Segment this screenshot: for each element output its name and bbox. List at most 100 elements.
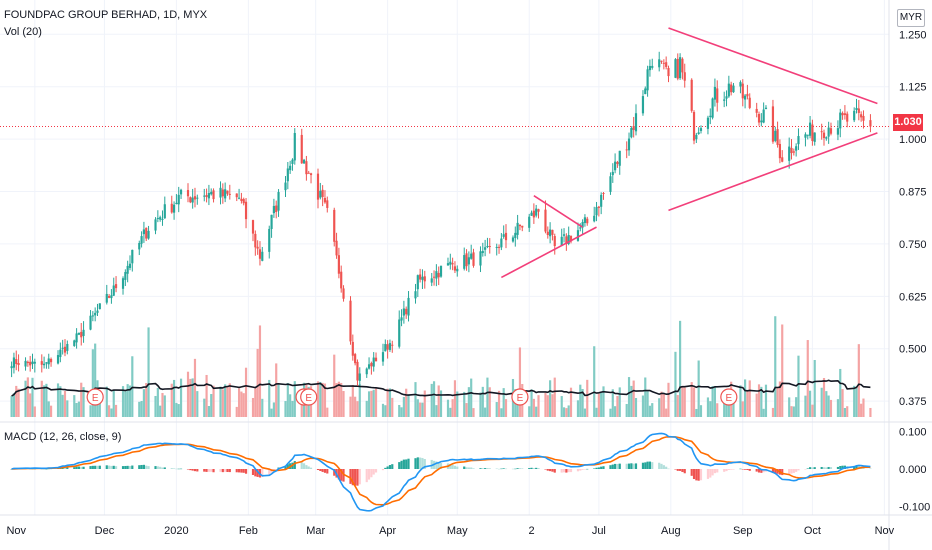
volume-bar bbox=[869, 407, 872, 417]
earnings-marker[interactable]: E bbox=[511, 388, 529, 406]
volume-bar bbox=[77, 401, 81, 417]
macd-histogram-bar bbox=[221, 469, 224, 473]
candle-body bbox=[333, 209, 336, 242]
macd-histogram-bar bbox=[602, 466, 605, 469]
macd-histogram-bar bbox=[611, 464, 614, 469]
candle-body bbox=[535, 208, 538, 216]
macd-histogram-bar bbox=[284, 465, 287, 469]
candle-body bbox=[481, 251, 484, 254]
price-pane[interactable]: EEEEE bbox=[0, 27, 889, 417]
macd-histogram-bar bbox=[699, 469, 703, 481]
candle-body bbox=[56, 355, 60, 364]
volume-bar bbox=[484, 407, 487, 417]
volume-bar bbox=[825, 391, 828, 417]
macd-histogram-bar bbox=[725, 469, 728, 472]
candle-body bbox=[437, 272, 440, 278]
macd-histogram-bar bbox=[226, 469, 229, 473]
candle-body bbox=[407, 297, 410, 316]
candle-body bbox=[300, 134, 303, 164]
macd-histogram-bar bbox=[593, 468, 596, 469]
volume-bar bbox=[226, 386, 229, 417]
macd-histogram-bar bbox=[358, 469, 361, 485]
macd-histogram-bar bbox=[618, 463, 621, 469]
candle-body bbox=[609, 176, 612, 192]
macd-histogram-bar bbox=[356, 469, 359, 486]
volume-bar bbox=[602, 386, 605, 417]
macd-signal-line bbox=[11, 436, 871, 506]
candle-body bbox=[242, 199, 245, 204]
earnings-marker[interactable]: E bbox=[720, 388, 738, 406]
macd-histogram-bar bbox=[839, 466, 842, 469]
volume-bar bbox=[857, 344, 860, 417]
volume-bar bbox=[674, 351, 677, 417]
candle-body bbox=[576, 230, 580, 241]
candle-body bbox=[651, 65, 654, 68]
volume-bar bbox=[611, 389, 614, 417]
candle-body bbox=[430, 278, 433, 283]
candle-body bbox=[862, 115, 865, 121]
candle-body bbox=[472, 252, 475, 266]
volume-bar bbox=[481, 386, 484, 417]
macd-histogram-bar bbox=[658, 462, 661, 469]
candle-body bbox=[10, 366, 13, 369]
earnings-marker-label: E bbox=[92, 393, 99, 404]
macd-histogram-bar bbox=[268, 469, 271, 476]
candle-body bbox=[66, 343, 69, 351]
macd-histogram-bar bbox=[609, 465, 612, 469]
volume-bar bbox=[463, 391, 466, 417]
volume-bar bbox=[161, 392, 164, 417]
volume-bar bbox=[430, 383, 433, 417]
volume-bar bbox=[495, 402, 498, 417]
candle-body bbox=[463, 255, 466, 269]
volume-bar bbox=[516, 401, 519, 417]
candle-body bbox=[776, 129, 779, 145]
macd-histogram-bar bbox=[537, 468, 540, 469]
volume-bar bbox=[351, 384, 354, 417]
volume-bar bbox=[764, 384, 768, 417]
macd-histogram-bar bbox=[77, 466, 81, 469]
macd-pane[interactable] bbox=[10, 432, 872, 512]
candle-body bbox=[207, 193, 210, 199]
volume-bar bbox=[732, 397, 735, 417]
earnings-markers[interactable]: EEEEE bbox=[86, 388, 738, 406]
candle-body bbox=[597, 206, 600, 208]
macd-histogram-bar bbox=[739, 468, 742, 470]
macd-histogram-bar bbox=[679, 469, 682, 471]
macd-histogram-bar bbox=[486, 468, 489, 469]
volume-bar bbox=[66, 400, 69, 417]
volume-bar bbox=[98, 402, 101, 417]
volume-bar bbox=[660, 391, 663, 417]
volume-bar bbox=[59, 386, 62, 417]
macd-histogram-bar bbox=[743, 469, 747, 470]
volume-bar bbox=[186, 371, 190, 417]
volume-bar bbox=[634, 397, 638, 417]
macd-histogram-bar bbox=[179, 468, 183, 470]
candle-body bbox=[456, 268, 459, 272]
volume-bar bbox=[497, 390, 501, 417]
volume-bar bbox=[354, 396, 357, 417]
candle-body bbox=[602, 192, 605, 194]
candle-body bbox=[709, 115, 712, 118]
volume-bar bbox=[748, 380, 751, 417]
macd-histogram-bar bbox=[10, 469, 13, 470]
candle-body bbox=[679, 57, 682, 79]
earnings-marker[interactable]: E bbox=[300, 388, 318, 406]
macd-histogram-bar bbox=[172, 468, 176, 469]
candle-body bbox=[302, 159, 306, 164]
macd-histogram-bar bbox=[500, 468, 503, 470]
macd-histogram-bar bbox=[709, 469, 712, 478]
macd-histogram-bar bbox=[196, 469, 199, 472]
volume-bar bbox=[191, 378, 194, 417]
volume-bar bbox=[177, 404, 180, 417]
macd-histogram-bar bbox=[235, 469, 238, 473]
volume-bars bbox=[10, 316, 872, 417]
volume-bar bbox=[432, 381, 436, 417]
earnings-marker[interactable]: E bbox=[86, 388, 104, 406]
volume-bar bbox=[210, 394, 213, 417]
currency-badge[interactable]: MYR bbox=[897, 9, 925, 27]
volume-bar bbox=[17, 388, 20, 417]
candle-body bbox=[836, 128, 840, 135]
macd-histogram-bar bbox=[549, 469, 552, 472]
candle-body bbox=[405, 308, 408, 315]
